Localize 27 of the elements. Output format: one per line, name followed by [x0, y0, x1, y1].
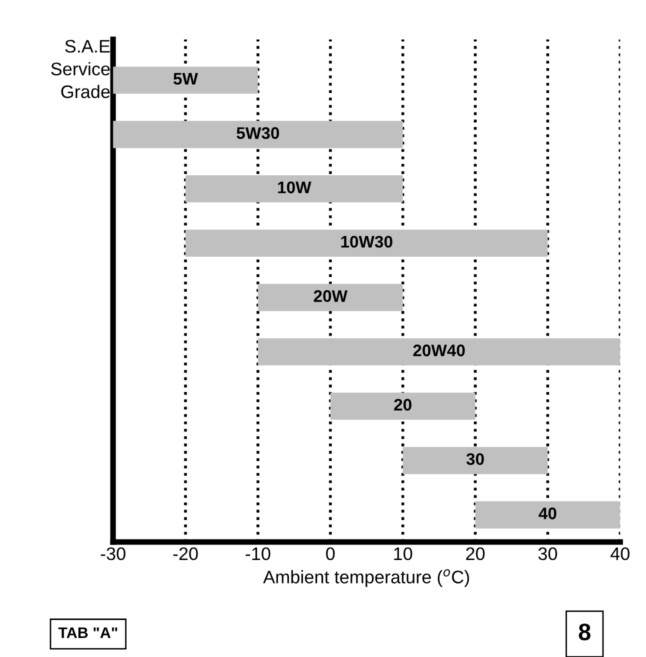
x-tick-label: 10: [394, 547, 412, 560]
y-axis-title: S.A.E Service Grade: [51, 40, 110, 98]
x-tick-label: 40: [610, 547, 630, 560]
bar: [258, 338, 620, 366]
y-tick-label: 20W: [314, 290, 348, 302]
bar: [185, 175, 403, 202]
y-tick-label: 5W30: [236, 127, 280, 140]
bar: [113, 120, 403, 148]
x-tick-label: -30: [100, 547, 126, 560]
bar: [402, 446, 548, 474]
x-tick-label: 0: [326, 547, 335, 560]
bar: [185, 230, 548, 257]
x-axis-title: Ambient temperature ($^{o}$C): [263, 569, 470, 588]
bar: [113, 66, 258, 94]
y-tick-label: 5W: [174, 73, 198, 85]
x-tick-label: -20: [173, 547, 198, 560]
y-tick-label: 10W30: [341, 236, 392, 248]
x-tick-label: 20: [466, 547, 485, 560]
bar: [330, 392, 476, 420]
bar: [475, 501, 620, 528]
x-tick-label: 30: [538, 547, 558, 560]
y-tick-label: 10W: [278, 182, 312, 194]
bar: [258, 284, 403, 312]
y-tick-label: 20W40: [413, 344, 465, 356]
text: 8: [578, 624, 590, 640]
x-tick-label: -10: [246, 547, 270, 560]
text: TAB "A": [58, 627, 118, 638]
